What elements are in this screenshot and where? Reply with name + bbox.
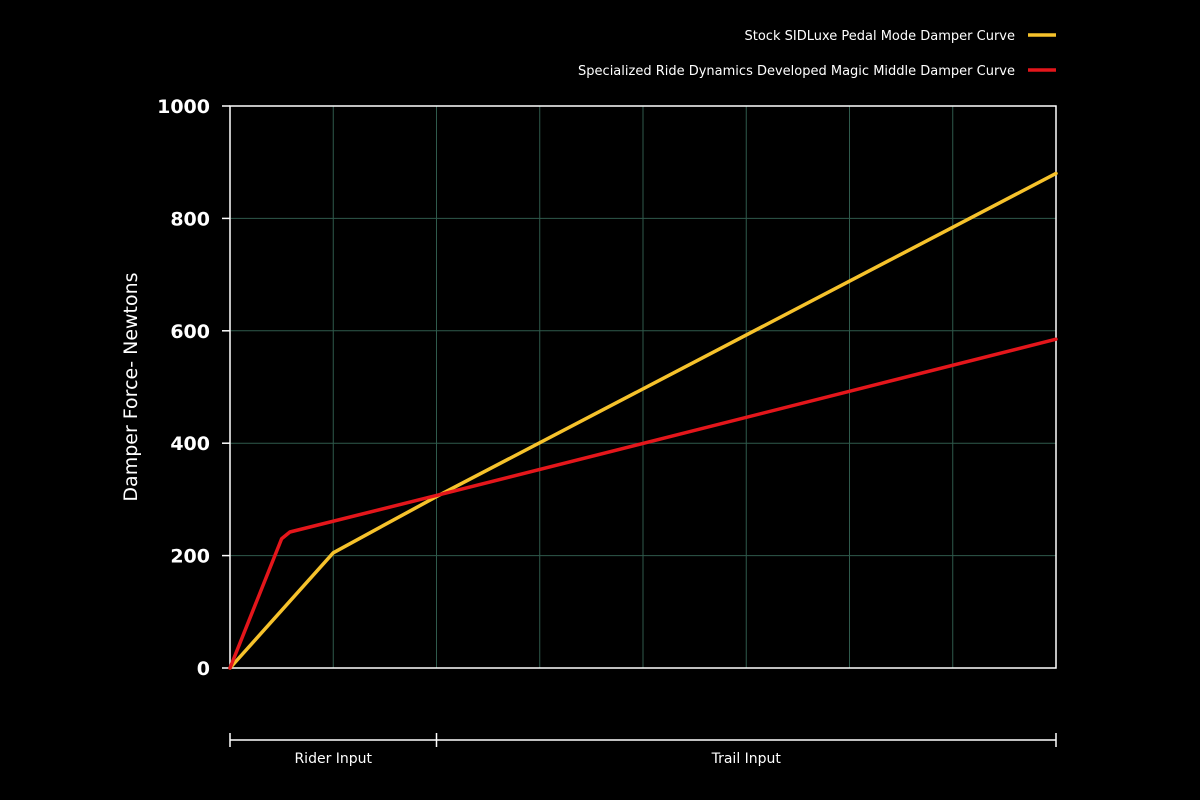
series-line-2 [228, 337, 1058, 670]
y-tick-label: 400 [170, 433, 210, 455]
series-lines [228, 171, 1058, 670]
y-tick-label: 1000 [157, 96, 210, 118]
plot-frame [229, 105, 1057, 669]
y-tick-label: 800 [170, 208, 210, 230]
legend-label: Stock SIDLuxe Pedal Mode Damper Curve [745, 29, 1016, 44]
y-axis-label: Damper Force- Newtons [120, 272, 142, 501]
y-tick-label: 600 [170, 321, 210, 343]
legend-label: Specialized Ride Dynamics Developed Magi… [578, 64, 1015, 79]
y-tick-label: 200 [170, 546, 210, 568]
x-regions: Rider Input Trail Input [229, 733, 1057, 767]
y-axis-ticks: 0 200 400 600 800 1000 [157, 96, 230, 680]
region-label: Rider Input [294, 751, 372, 767]
legend: Stock SIDLuxe Pedal Mode Damper Curve Spe… [578, 29, 1056, 79]
region-label: Trail Input [711, 751, 782, 767]
series-line-1 [228, 171, 1058, 670]
y-tick-label: 0 [197, 658, 210, 680]
